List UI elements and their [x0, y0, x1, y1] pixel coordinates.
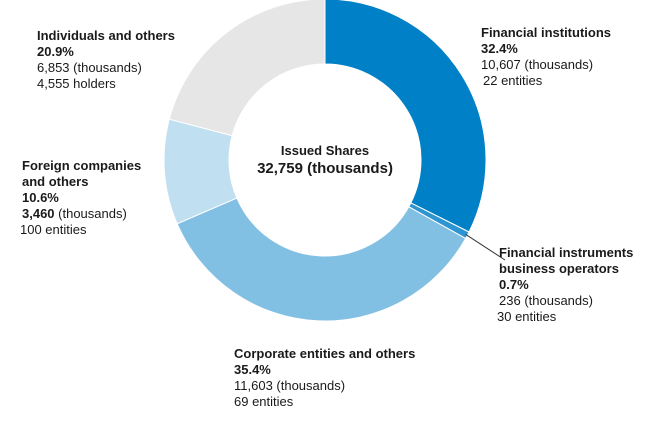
segment-value: 10,607 (thousands)	[481, 57, 594, 72]
segment-percent: 10.6%	[22, 190, 59, 205]
segment-name-line-2: and others	[22, 174, 89, 189]
segment-name: Corporate entities and others	[234, 346, 416, 361]
segment-count: 69 entities	[234, 394, 294, 409]
donut-slice-individuals-and-others	[168, 0, 326, 137]
segment-percent: 0.7%	[499, 277, 529, 292]
label-financial-instruments: Financial instruments business operators…	[497, 245, 634, 325]
segment-name-line-1: Financial instruments	[499, 245, 634, 260]
segment-count: 30 entities	[497, 309, 557, 324]
label-individuals: Individuals and others 20.9% 6,853 (thou…	[37, 28, 175, 92]
donut-slice-corporate-entities-and-others	[176, 197, 467, 322]
segment-name: Individuals and others	[37, 28, 175, 43]
segment-value: 236 (thousands)	[499, 293, 593, 308]
segment-name-line-2: business operators	[499, 261, 619, 276]
segment-name-line-1: Foreign companies	[22, 158, 142, 173]
segment-percent: 35.4%	[234, 362, 271, 377]
segment-count: 100 entities	[20, 222, 87, 237]
label-foreign-companies: Foreign companies and others 10.6% 3,460…	[20, 158, 142, 238]
segment-percent: 20.9%	[37, 44, 74, 59]
segment-name: Financial institutions	[481, 25, 612, 40]
label-financial-institutions: Financial institutions 32.4% 10,607 (tho…	[481, 25, 611, 89]
label-corporate-entities: Corporate entities and others 35.4% 11,6…	[234, 346, 415, 410]
center-value: 32,759 (thousands)	[257, 160, 393, 177]
center-label: Issued Shares 32,759 (thousands)	[225, 142, 425, 178]
segment-value: 11,603 (thousands)	[234, 378, 346, 393]
segment-value: 3,460 (thousands)	[22, 206, 127, 221]
center-title: Issued Shares	[280, 143, 370, 158]
segment-count: 22 entities	[483, 73, 543, 88]
donut-slice-financial-institutions	[324, 0, 487, 233]
segment-percent: 32.4%	[481, 41, 518, 56]
segment-count: 4,555 holders	[37, 76, 116, 91]
segment-value: 6,853 (thousands)	[37, 60, 142, 75]
leader-line-financial-instruments	[465, 233, 506, 261]
